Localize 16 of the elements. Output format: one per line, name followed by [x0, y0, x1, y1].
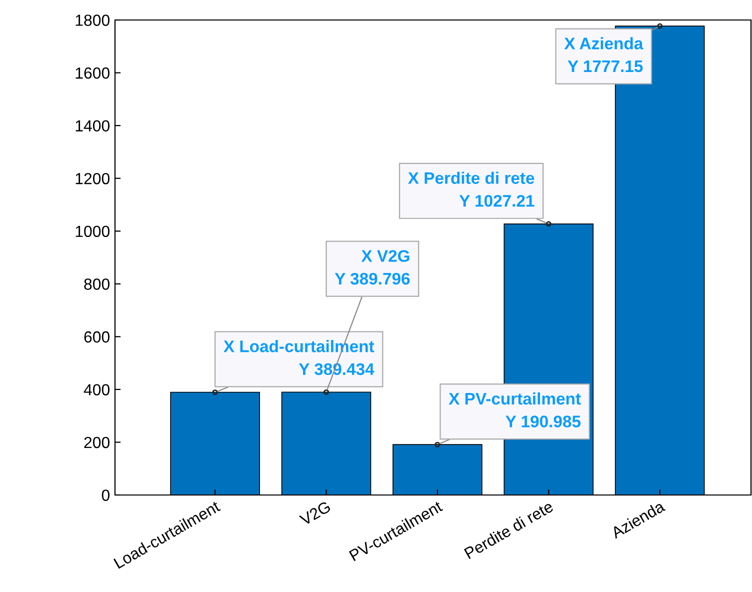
annotation: X Load-curtailment Y 389.434	[224, 340, 374, 376]
y-tick-label: 1400	[76, 120, 110, 132]
annotation: X PV-curtailment Y 190.985	[448, 392, 581, 428]
y-tick-label: 600	[84, 331, 110, 343]
y-tick-label: 1600	[76, 67, 110, 79]
y-tick-label: 1200	[76, 172, 110, 184]
y-tick-label: 800	[84, 278, 110, 290]
y-tick-label: 0	[102, 490, 110, 501]
y-tick-label: 200	[84, 436, 110, 448]
y-tick-label: 1800	[76, 14, 110, 26]
y-tick-label: 400	[84, 384, 110, 396]
annotation: X Azienda Y 1777.15	[564, 37, 644, 72]
y-tick-label: 1000	[76, 226, 110, 238]
annotation: X V2G Y 389.796	[334, 250, 410, 285]
x-tick-label: V2G	[298, 500, 332, 526]
annotation: X Perdite di rete Y 1027.21	[408, 172, 534, 207]
